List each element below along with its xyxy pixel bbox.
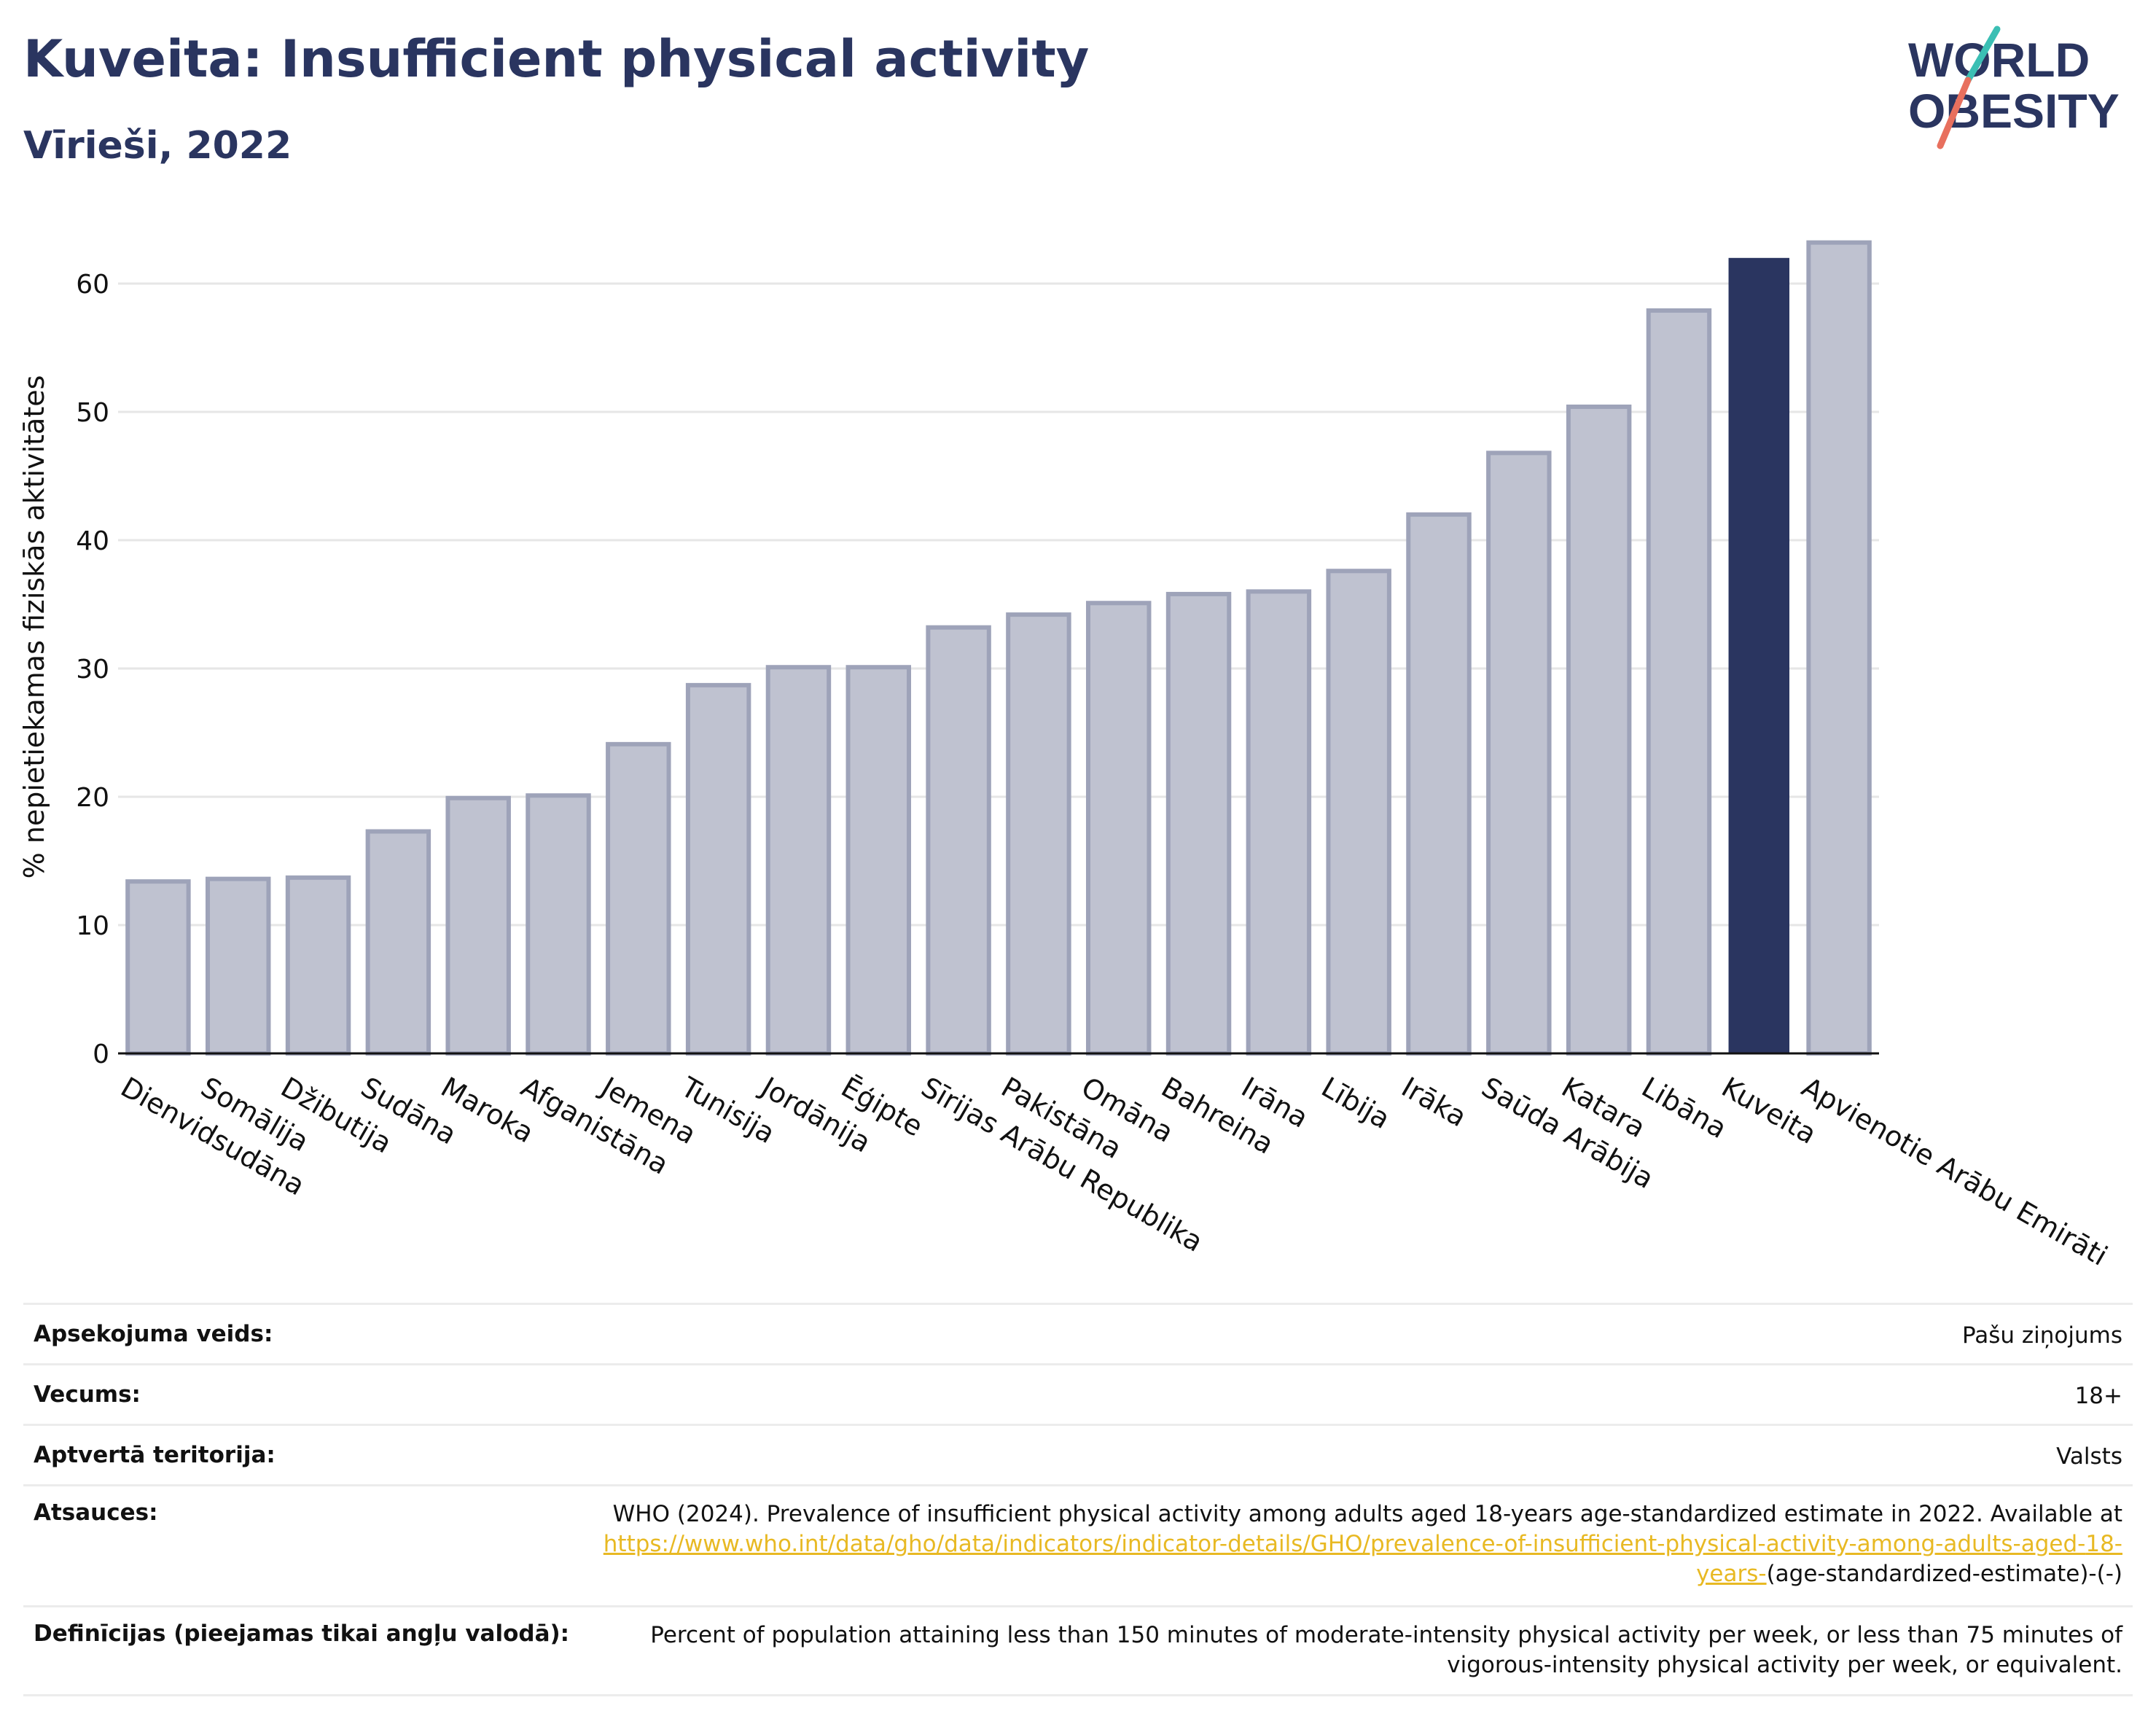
coverage-value: Valsts <box>2056 1443 2122 1470</box>
x-tick-label: Apvienotie Arābu Emirāti <box>1797 1071 2113 1272</box>
bar-Tunisija[interactable] <box>685 682 751 1056</box>
bar-chart: 0102030405060DienvidsudānaSomālijaDžibut… <box>18 240 2113 1272</box>
y-tick-label: 10 <box>76 911 109 941</box>
x-tick-label: Irāka <box>1397 1071 1472 1133</box>
bar-Irāna[interactable] <box>1246 589 1312 1056</box>
bar-Irāka[interactable] <box>1406 512 1472 1056</box>
references-link[interactable]: https://www.who.int/data/gho/data/indica… <box>603 1531 2122 1587</box>
bar-Pakistāna[interactable] <box>1006 612 1071 1056</box>
y-tick-label: 30 <box>76 655 109 685</box>
chart-subtitle: Vīrieši, 2022 <box>23 124 292 168</box>
bar-Saūda Arābija[interactable] <box>1486 451 1552 1056</box>
y-tick-label: 0 <box>93 1040 109 1069</box>
bar-Ēģipte[interactable] <box>845 665 912 1056</box>
age-label: Vecums: <box>34 1381 141 1408</box>
logo-text-obesity: OBESITY <box>1908 84 2120 138</box>
info-row-coverage: Aptvertā teritorija: Valsts <box>23 1424 2133 1484</box>
y-tick-label: 40 <box>76 526 109 556</box>
references-text: WHO (2024). Prevalence of insufficient p… <box>612 1501 2122 1527</box>
x-tick-label: Lībija <box>1316 1071 1396 1135</box>
survey-label: Apsekojuma veids: <box>34 1321 273 1347</box>
bar-Lībija[interactable] <box>1326 569 1391 1056</box>
bar-Somālija[interactable] <box>205 876 271 1056</box>
x-tick-label: Libāna <box>1636 1071 1733 1145</box>
references-tail: (age-standardized-estimate)-(-) <box>1766 1561 2122 1587</box>
coverage-label: Aptvertā teritorija: <box>34 1442 276 1468</box>
chart-title: Kuveita: Insufficient physical activity <box>23 29 1090 89</box>
y-tick-label: 50 <box>76 398 109 428</box>
survey-value: Pašu ziņojums <box>1961 1322 2122 1349</box>
bars <box>125 240 1872 1056</box>
bar-Sīrijas Arābu Republika[interactable] <box>926 625 991 1056</box>
bar-Apvienotie Arābu Emirāti[interactable] <box>1806 240 1872 1056</box>
references-label: Atsauces: <box>34 1500 158 1526</box>
bar-Libāna[interactable] <box>1646 308 1712 1056</box>
y-tick-label: 60 <box>76 270 109 300</box>
bar-Omāna[interactable] <box>1085 601 1152 1056</box>
definitions-value: Percent of population attaining less tha… <box>650 1622 2122 1678</box>
y-tick-label: 20 <box>76 783 109 813</box>
bar-Jemena[interactable] <box>606 741 671 1056</box>
logo-slash-bottom <box>1937 77 1972 149</box>
info-row-definitions: Definīcijas (pieejamas tikai angļu valod… <box>23 1605 2133 1696</box>
info-table: Apsekojuma veids: Pašu ziņojums Vecums: … <box>23 1303 2133 1696</box>
age-value: 18+ <box>2074 1383 2122 1409</box>
info-row-age: Vecums: 18+ <box>23 1363 2133 1424</box>
logo-slash-top <box>1964 26 2001 84</box>
bar-Afganistāna[interactable] <box>526 793 591 1056</box>
references-value: WHO (2024). Prevalence of insufficient p… <box>585 1486 2133 1589</box>
bar-Dienvidsudāna[interactable] <box>125 879 191 1056</box>
bar-Katara[interactable] <box>1566 404 1632 1056</box>
info-row-survey: Apsekojuma veids: Pašu ziņojums <box>23 1303 2133 1363</box>
definitions-label: Definīcijas (pieejamas tikai angļu valod… <box>34 1621 570 1647</box>
bar-Jordānija[interactable] <box>765 665 832 1056</box>
bar-Bahreina[interactable] <box>1165 591 1232 1056</box>
bar-Kuveita[interactable] <box>1728 257 1790 1053</box>
bar-Džibutija[interactable] <box>285 875 351 1056</box>
info-row-references: Atsauces: WHO (2024). Prevalence of insu… <box>23 1484 2133 1605</box>
world-obesity-logo: WORLD OBESITY <box>1908 26 2120 149</box>
logo-text-world: WORLD <box>1908 33 2090 87</box>
y-axis-label: % nepietiekamas fiziskās aktivitātes <box>18 375 50 879</box>
bar-Sudāna[interactable] <box>365 829 431 1056</box>
bar-Maroka[interactable] <box>445 795 511 1056</box>
